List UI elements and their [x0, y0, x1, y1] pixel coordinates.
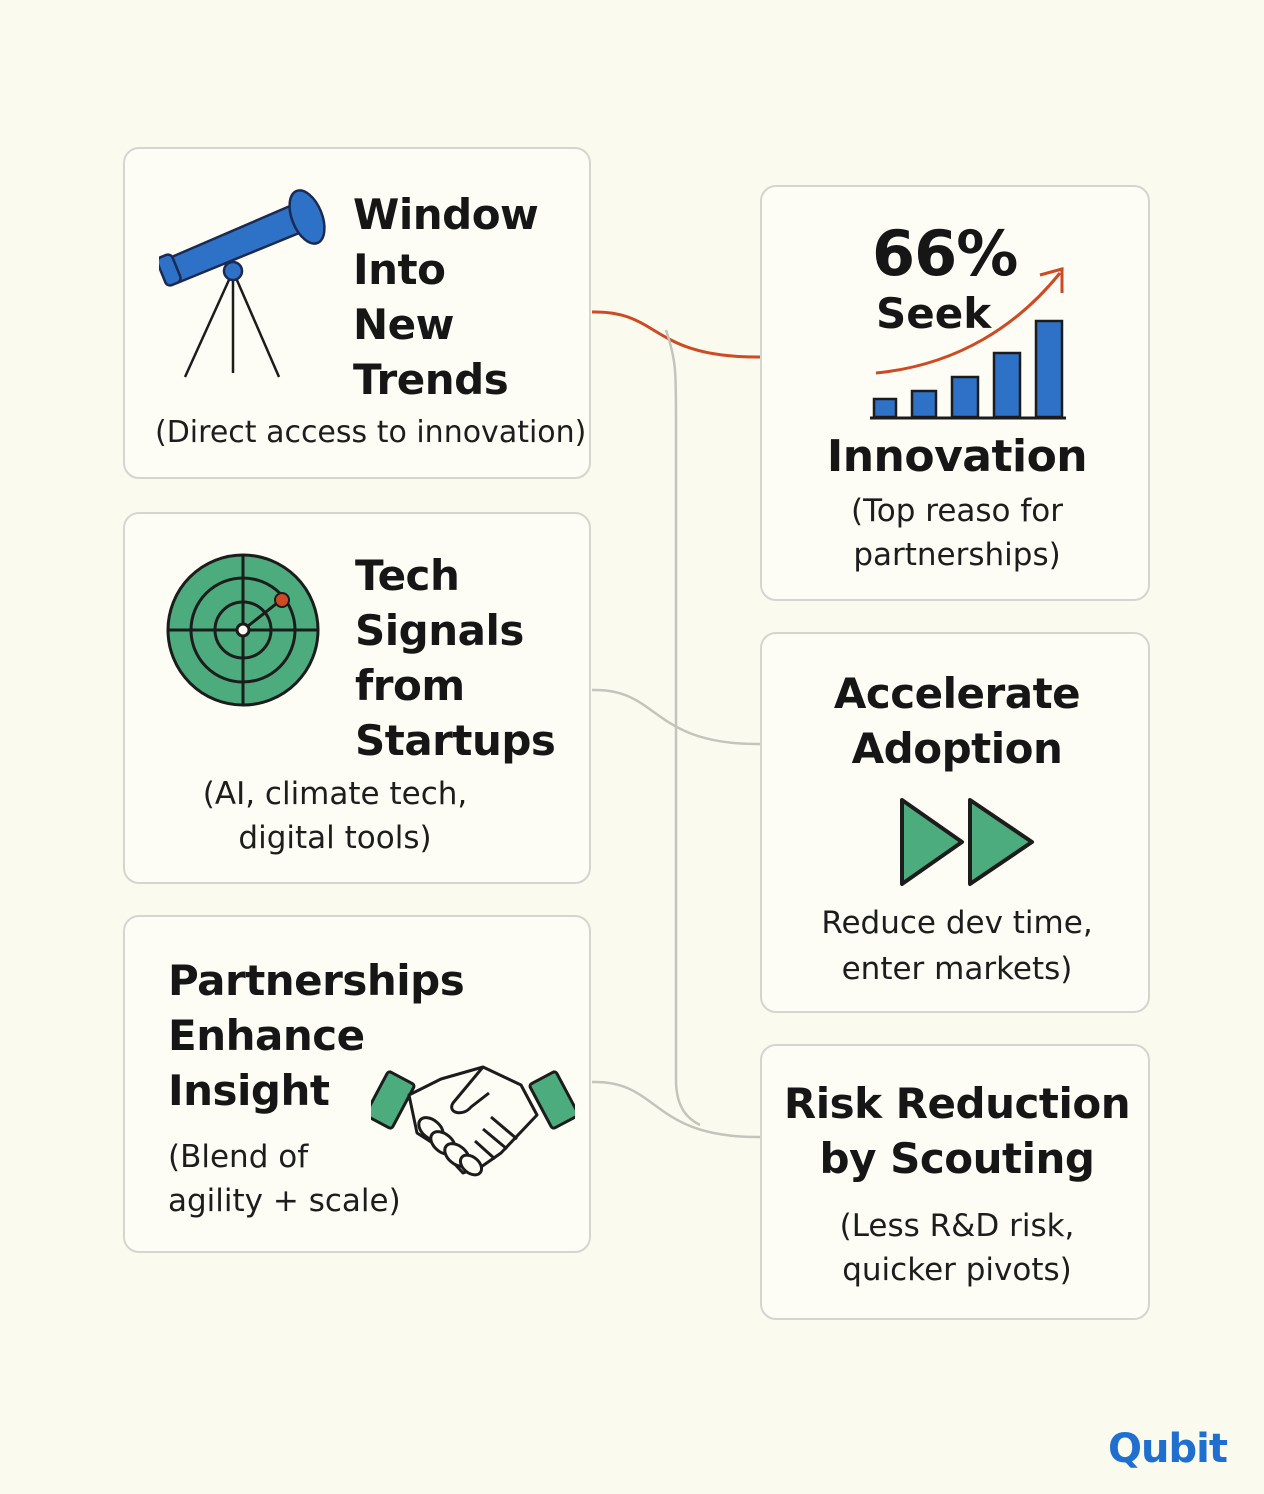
card-innovation: 66% Seek Innovation (Top reaso for partn…: [760, 185, 1150, 601]
card-title: Tech Signals from Startups: [355, 551, 556, 765]
card-subtitle: (Direct access to innovation): [155, 415, 587, 450]
card-title: Accelerate Adoption: [833, 669, 1081, 773]
handshake-icon: [371, 1065, 575, 1177]
card-title: Innovation: [826, 431, 1088, 482]
card-partnerships: Partnerships Enhance Insight (Blend of a…: [123, 915, 591, 1253]
card-tech-signals: Tech Signals from Startups (AI, climate …: [123, 512, 591, 884]
stat-value: 66%: [872, 217, 1018, 290]
connector-window-innovation: [591, 310, 761, 359]
card-risk-reduction: Risk Reduction by Scouting (Less R&D ris…: [760, 1044, 1150, 1320]
connector-signals-adoption: [591, 688, 761, 746]
stat-label: Seek: [876, 289, 992, 338]
card-title: Window Into New Trends: [353, 190, 539, 404]
card-accelerate-adoption: Accelerate Adoption Reduce dev time, ent…: [760, 632, 1150, 1013]
card-subtitle: (Less R&D risk, quicker pivots): [839, 1208, 1075, 1288]
qubit-logo: Qubit: [1108, 1426, 1228, 1472]
card-subtitle: Reduce dev time, enter markets): [821, 905, 1093, 987]
radar-icon: [166, 553, 320, 707]
card-title: Partnerships Enhance Insight: [168, 956, 465, 1115]
connector-trunk: [664, 329, 701, 1127]
card-subtitle: (Blend of agility + scale): [168, 1139, 401, 1219]
telescope-icon: [159, 189, 326, 378]
fast-forward-icon: [900, 798, 1034, 886]
rising-bar-chart-icon: [870, 267, 1066, 420]
card-title: Risk Reduction by Scouting: [783, 1079, 1131, 1183]
card-subtitle: (Top reaso for partnerships): [851, 493, 1063, 573]
card-window-into-new-trends: Window Into New Trends (Direct access to…: [123, 147, 591, 479]
card-subtitle: (AI, climate tech, digital tools): [202, 776, 468, 856]
connector-partnerships-risk: [591, 1080, 761, 1139]
